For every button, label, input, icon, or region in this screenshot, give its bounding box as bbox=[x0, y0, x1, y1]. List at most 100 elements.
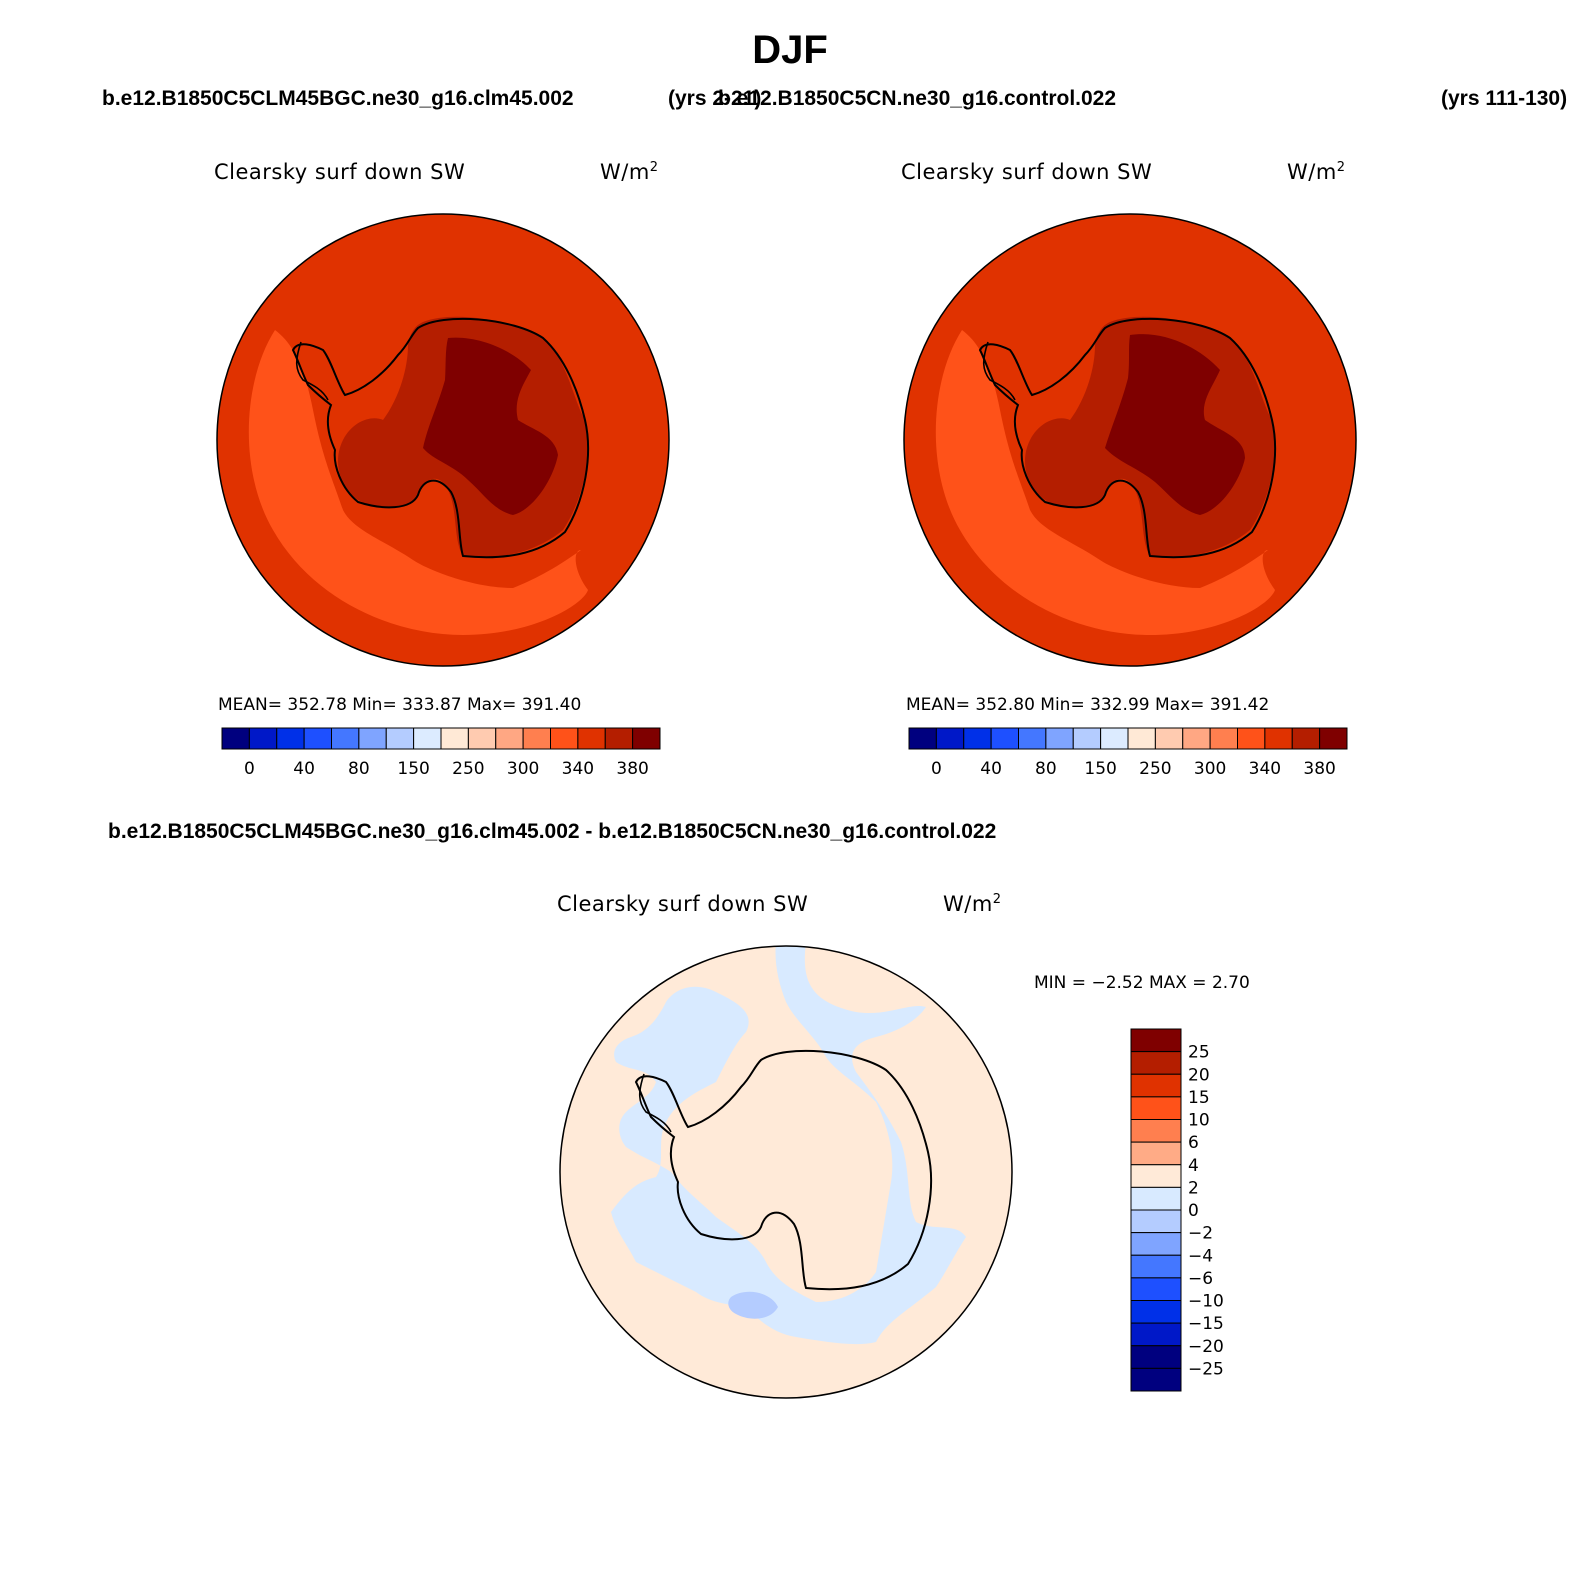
colorbar-swatch bbox=[221, 727, 250, 750]
colorbar-swatch bbox=[495, 727, 524, 750]
colorbar-swatch bbox=[385, 727, 415, 750]
colorbar-swatch bbox=[1130, 1051, 1182, 1075]
colorbar-swatch bbox=[467, 727, 497, 750]
colorbar-tick-label: 2 bbox=[1188, 1178, 1199, 1198]
colorbar-tick-label: 6 bbox=[1188, 1133, 1199, 1153]
antarctica-plateau bbox=[1105, 334, 1245, 515]
map-boundary bbox=[903, 213, 1357, 667]
antarctica-coastline bbox=[291, 317, 590, 559]
case-name-left: b.e12.B1850C5CLM45BGC.ne30_g16.clm45.002 bbox=[102, 87, 574, 110]
negative-diff-blob bbox=[728, 1291, 778, 1319]
diff-variable-label: Clearsky surf down SW bbox=[557, 892, 809, 916]
colorbar-tick-label: 150 bbox=[1084, 759, 1116, 779]
colorbar-swatch bbox=[1130, 1322, 1182, 1347]
case-name-right: b.e12.B1850C5CN.ne30_g16.control.022 bbox=[718, 87, 1117, 110]
colorbar-swatch bbox=[1130, 1209, 1182, 1234]
colorbar-tick-label: −20 bbox=[1188, 1337, 1224, 1357]
right-variable-label: Clearsky surf down SW bbox=[901, 160, 1153, 184]
colorbar-tick-label: −4 bbox=[1188, 1246, 1213, 1266]
colorbar-tick-label: 4 bbox=[1188, 1156, 1199, 1176]
colorbar-swatch bbox=[1237, 727, 1266, 750]
difference-map bbox=[559, 945, 1013, 1399]
map-boundary bbox=[559, 945, 1013, 1399]
colorbar-tick-label: 300 bbox=[1194, 759, 1226, 779]
colorbar-tick-label: 20 bbox=[1188, 1065, 1210, 1085]
colorbar-tick-label: 0 bbox=[244, 759, 255, 779]
colorbar-swatch bbox=[963, 727, 992, 750]
colorbar-swatch bbox=[413, 727, 442, 750]
right-stats: MEAN= 352.80 Min= 332.99 Max= 391.42 bbox=[906, 695, 1270, 715]
colorbar-tick-label: −6 bbox=[1188, 1269, 1213, 1289]
negative-diff-region bbox=[611, 946, 966, 1345]
colorbar-swatch bbox=[358, 727, 387, 750]
colorbar-swatch bbox=[632, 727, 661, 750]
antarctica-coastline bbox=[634, 1049, 933, 1291]
colorbar-swatch bbox=[1130, 1186, 1182, 1211]
colorbar-swatch bbox=[303, 727, 332, 750]
colorbar-swatch bbox=[1209, 727, 1238, 750]
lower-value-band bbox=[248, 330, 588, 635]
antarctica-peninsula bbox=[295, 341, 329, 401]
colorbar-swatch bbox=[1264, 727, 1293, 750]
colorbar-swatch bbox=[248, 727, 278, 750]
colorbar-tick-label: 380 bbox=[616, 759, 648, 779]
antarctica-peninsula bbox=[982, 341, 1016, 401]
left-variable-label: Clearsky surf down SW bbox=[214, 160, 466, 184]
colorbar-tick-label: −25 bbox=[1188, 1359, 1224, 1379]
colorbar-swatch bbox=[331, 727, 360, 750]
colorbar-tick-label: 250 bbox=[1139, 759, 1171, 779]
left-stats: MEAN= 352.78 Min= 333.87 Max= 391.40 bbox=[218, 695, 582, 715]
colorbar-swatch bbox=[1127, 727, 1156, 750]
diff-stats: MIN = −2.52 MAX = 2.70 bbox=[1034, 973, 1250, 993]
left-colorbar: 0 40 80 150 250 300 340 380 bbox=[221, 727, 661, 779]
colorbar-swatch bbox=[990, 727, 1019, 750]
colorbar-tick-label: 40 bbox=[980, 759, 1002, 779]
colorbar-tick-label: 380 bbox=[1303, 759, 1335, 779]
antarctica-plateau bbox=[423, 337, 558, 515]
colorbar-swatch bbox=[1130, 1345, 1182, 1369]
colorbar-swatch bbox=[935, 727, 965, 750]
colorbar-swatch bbox=[1154, 727, 1184, 750]
difference-title: b.e12.B1850C5CLM45BGC.ne30_g16.clm45.002… bbox=[108, 820, 997, 843]
colorbar-swatch bbox=[522, 727, 551, 750]
colorbar-tick-label: 340 bbox=[1249, 759, 1281, 779]
left-map bbox=[216, 213, 670, 667]
lower-value-band bbox=[935, 330, 1275, 635]
antarctica-peninsula bbox=[638, 1073, 672, 1133]
colorbar-swatch bbox=[1130, 1300, 1182, 1324]
colorbar-tick-label: 80 bbox=[1035, 759, 1057, 779]
colorbar-swatch bbox=[440, 727, 469, 750]
colorbar-swatch bbox=[1045, 727, 1074, 750]
colorbar-swatch bbox=[1130, 1232, 1182, 1256]
colorbar-swatch bbox=[1130, 1096, 1182, 1120]
colorbar-swatch bbox=[1130, 1277, 1182, 1301]
colorbar-swatch bbox=[1018, 727, 1047, 750]
colorbar-swatch bbox=[1100, 727, 1129, 750]
colorbar-swatch bbox=[577, 727, 606, 750]
map-boundary bbox=[216, 213, 670, 667]
colorbar-swatch bbox=[1072, 727, 1102, 750]
colorbar-swatch bbox=[1130, 1367, 1182, 1392]
colorbar-swatch bbox=[1130, 1254, 1182, 1279]
colorbar-tick-label: 10 bbox=[1188, 1111, 1210, 1131]
colorbar-swatch bbox=[1291, 727, 1321, 750]
colorbar-swatch bbox=[1130, 1141, 1182, 1166]
colorbar-tick-label: 80 bbox=[348, 759, 370, 779]
colorbar-tick-label: 300 bbox=[507, 759, 539, 779]
colorbar-swatch bbox=[276, 727, 305, 750]
colorbar-tick-label: 0 bbox=[931, 759, 942, 779]
colorbar-tick-label: 15 bbox=[1188, 1088, 1210, 1108]
colorbar-tick-label: 0 bbox=[1188, 1201, 1199, 1221]
colorbar-swatch bbox=[1130, 1028, 1182, 1053]
colorbar-tick-label: −2 bbox=[1188, 1224, 1213, 1244]
colorbar-tick-label: 150 bbox=[397, 759, 429, 779]
page-title: DJF bbox=[752, 28, 828, 72]
antarctica-coastline bbox=[978, 317, 1277, 559]
diff-units-label: W/m2 bbox=[943, 892, 1002, 916]
years-right: (yrs 111-130) bbox=[1441, 87, 1568, 110]
colorbar-tick-label: 25 bbox=[1188, 1043, 1210, 1063]
colorbar-swatch bbox=[604, 727, 634, 750]
right-map bbox=[903, 213, 1357, 667]
right-colorbar: 0 40 80 150 250 300 340 380 bbox=[908, 727, 1348, 779]
